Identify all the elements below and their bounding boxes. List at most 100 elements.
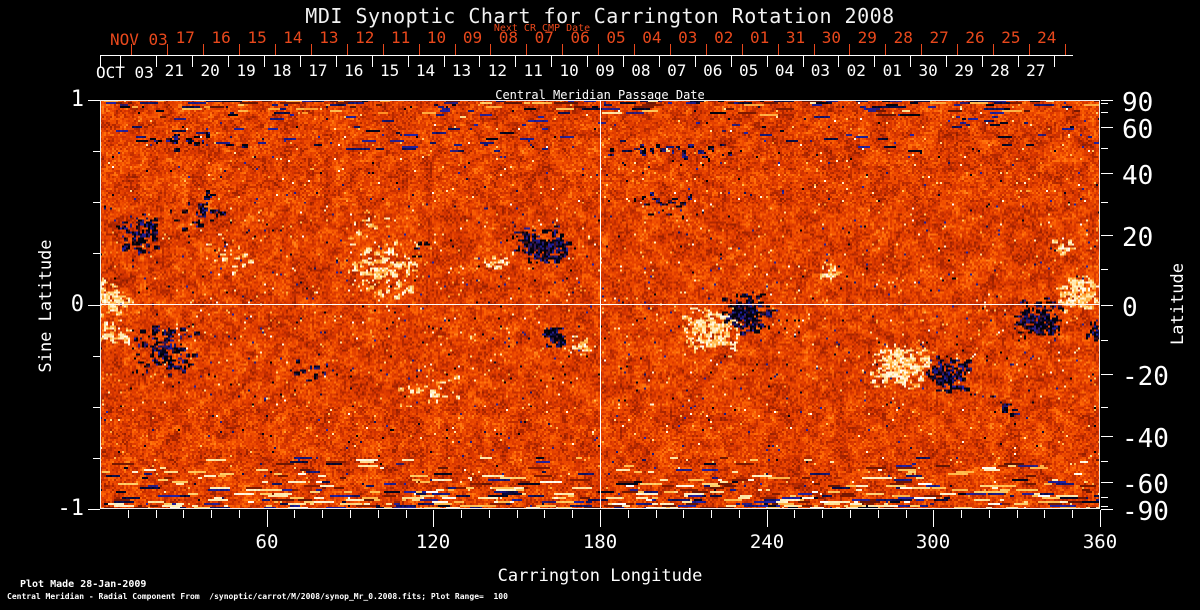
cmp-day-label: 15 [379, 61, 400, 80]
cmp-day-label: 09 [595, 61, 615, 80]
bottom-axis-minor-tick [378, 510, 379, 518]
next-cr-month-label: NOV 03 [110, 30, 168, 49]
right-axis-tick-label: 20 [1122, 223, 1154, 253]
left-axis-tick-label: 0 [70, 292, 84, 317]
top-axis-white-tick [623, 56, 624, 67]
top-axis-orange-tick [598, 44, 600, 55]
left-axis-major-tick [88, 509, 100, 510]
cmp-day-label: 18 [272, 61, 292, 80]
right-axis-tick-label: 90 [1122, 88, 1154, 118]
top-axis-orange-tick [418, 44, 420, 55]
next-cr-day-label: 29 [857, 28, 877, 47]
top-axis-white-tick [730, 56, 732, 67]
bottom-axis-minor-tick [350, 510, 351, 518]
top-axis-white-tick [515, 56, 517, 67]
cmp-day-label: 27 [1026, 61, 1046, 80]
right-axis-minor-tick [1101, 148, 1108, 149]
bottom-axis-minor-tick [961, 510, 962, 518]
cmp-day-label: 28 [990, 61, 1010, 80]
left-axis-tick-label: 1 [70, 87, 84, 112]
next-cr-day-label: 07 [534, 28, 554, 47]
right-axis-minor-tick [1101, 506, 1108, 507]
top-axis-orange-tick [921, 44, 923, 55]
cmp-day-label: 05 [738, 61, 759, 80]
next-cr-day-label: 25 [1001, 28, 1021, 47]
top-axis-orange-tick [849, 44, 851, 55]
cmp-day-label: 03 [810, 61, 831, 80]
top-axis-white-tick [228, 56, 230, 67]
next-cr-day-label: 16 [211, 28, 231, 47]
right-axis-major-tick [1101, 509, 1113, 510]
left-axis-major-tick [88, 305, 100, 306]
right-axis-major-tick [1101, 173, 1113, 174]
right-axis-minor-tick [1101, 103, 1108, 104]
next-cr-day-label: 31 [785, 28, 806, 47]
right-axis-tick-label: -20 [1122, 362, 1169, 392]
right-axis-tick-label: 0 [1122, 293, 1138, 323]
top-axis-white-tick [371, 56, 373, 67]
cmp-day-label: 01 [882, 61, 902, 80]
top-axis-white-tick [1017, 56, 1019, 67]
bottom-axis-tick-label: 180 [582, 531, 618, 553]
top-axis-white-tick [479, 56, 481, 67]
cmp-day-label: 30 [918, 61, 938, 80]
top-axis-orange-tick [167, 44, 169, 55]
right-axis-minor-tick [1101, 269, 1108, 270]
top-axis-orange-tick [777, 44, 779, 55]
right-axis-tick-label: -90 [1122, 497, 1169, 527]
bottom-axis-tick-label: 60 [255, 531, 279, 553]
bottom-axis-minor-tick [183, 510, 184, 518]
cmp-day-label: 10 [559, 61, 579, 80]
top-axis-white-tick [551, 56, 553, 67]
bottom-axis-minor-tick [711, 510, 712, 518]
left-axis-major-tick [88, 100, 100, 101]
top-axis-white-tick [766, 56, 768, 67]
next-cr-day-label: 08 [498, 28, 519, 47]
bottom-axis-major-tick [600, 510, 601, 527]
top-axis-orange-tick [203, 44, 205, 55]
next-cr-day-label: 11 [390, 28, 411, 47]
cmp-day-label: 02 [846, 61, 866, 80]
footer-source-path: Central Meridian - Radial Component From… [7, 592, 508, 601]
bottom-axis-minor-tick [1017, 510, 1018, 518]
top-axis-orange-tick [490, 44, 492, 55]
next-cr-day-label: 30 [821, 28, 842, 47]
top-axis-orange-tick [669, 44, 671, 55]
next-cr-day-label: 17 [175, 28, 195, 47]
top-axis-white-tick [946, 56, 948, 67]
left-axis-minor-tick [93, 202, 100, 203]
top-axis-white-tick [335, 56, 337, 67]
cmp-day-label: 14 [415, 61, 436, 80]
cmp-day-label: 12 [487, 61, 508, 80]
bottom-axis-minor-tick [239, 510, 240, 518]
top-axis-white-tick [838, 56, 840, 67]
meridian-180-gridline [600, 100, 601, 509]
top-axis-orange-tick [957, 44, 959, 55]
next-cr-day-label: 12 [355, 28, 375, 47]
next-cr-day-label: 14 [283, 28, 303, 47]
right-axis-tick-label: 40 [1122, 161, 1154, 191]
left-axis-minor-tick [93, 458, 100, 459]
top-axis-white-tick [874, 56, 876, 67]
next-cr-day-label: 28 [893, 28, 913, 47]
cmp-day-label: 20 [200, 61, 220, 80]
bottom-axis-minor-tick [517, 510, 518, 518]
top-axis-orange-tick [239, 44, 241, 55]
bottom-axis-minor-tick [294, 510, 295, 518]
cmp-month-label: OCT 03 [96, 63, 154, 82]
right-axis-minor-tick [1101, 340, 1108, 341]
bottom-axis-minor-tick [1044, 510, 1045, 518]
top-axis-white-tick [982, 56, 983, 67]
bottom-axis-major-tick [933, 510, 934, 527]
left-axis-minor-tick [93, 356, 100, 357]
right-axis-minor-tick [1101, 112, 1108, 113]
bottom-axis-minor-tick [128, 510, 129, 518]
bottom-axis-minor-tick [572, 510, 573, 518]
top-axis-white-tick [802, 56, 804, 67]
top-axis-orange-tick [634, 44, 635, 55]
bottom-axis-minor-tick [850, 510, 851, 518]
bottom-axis-minor-tick [1072, 510, 1073, 518]
right-axis-minor-tick [1101, 407, 1108, 408]
cmp-day-label: 19 [236, 61, 256, 80]
bottom-axis-minor-tick [794, 510, 795, 518]
